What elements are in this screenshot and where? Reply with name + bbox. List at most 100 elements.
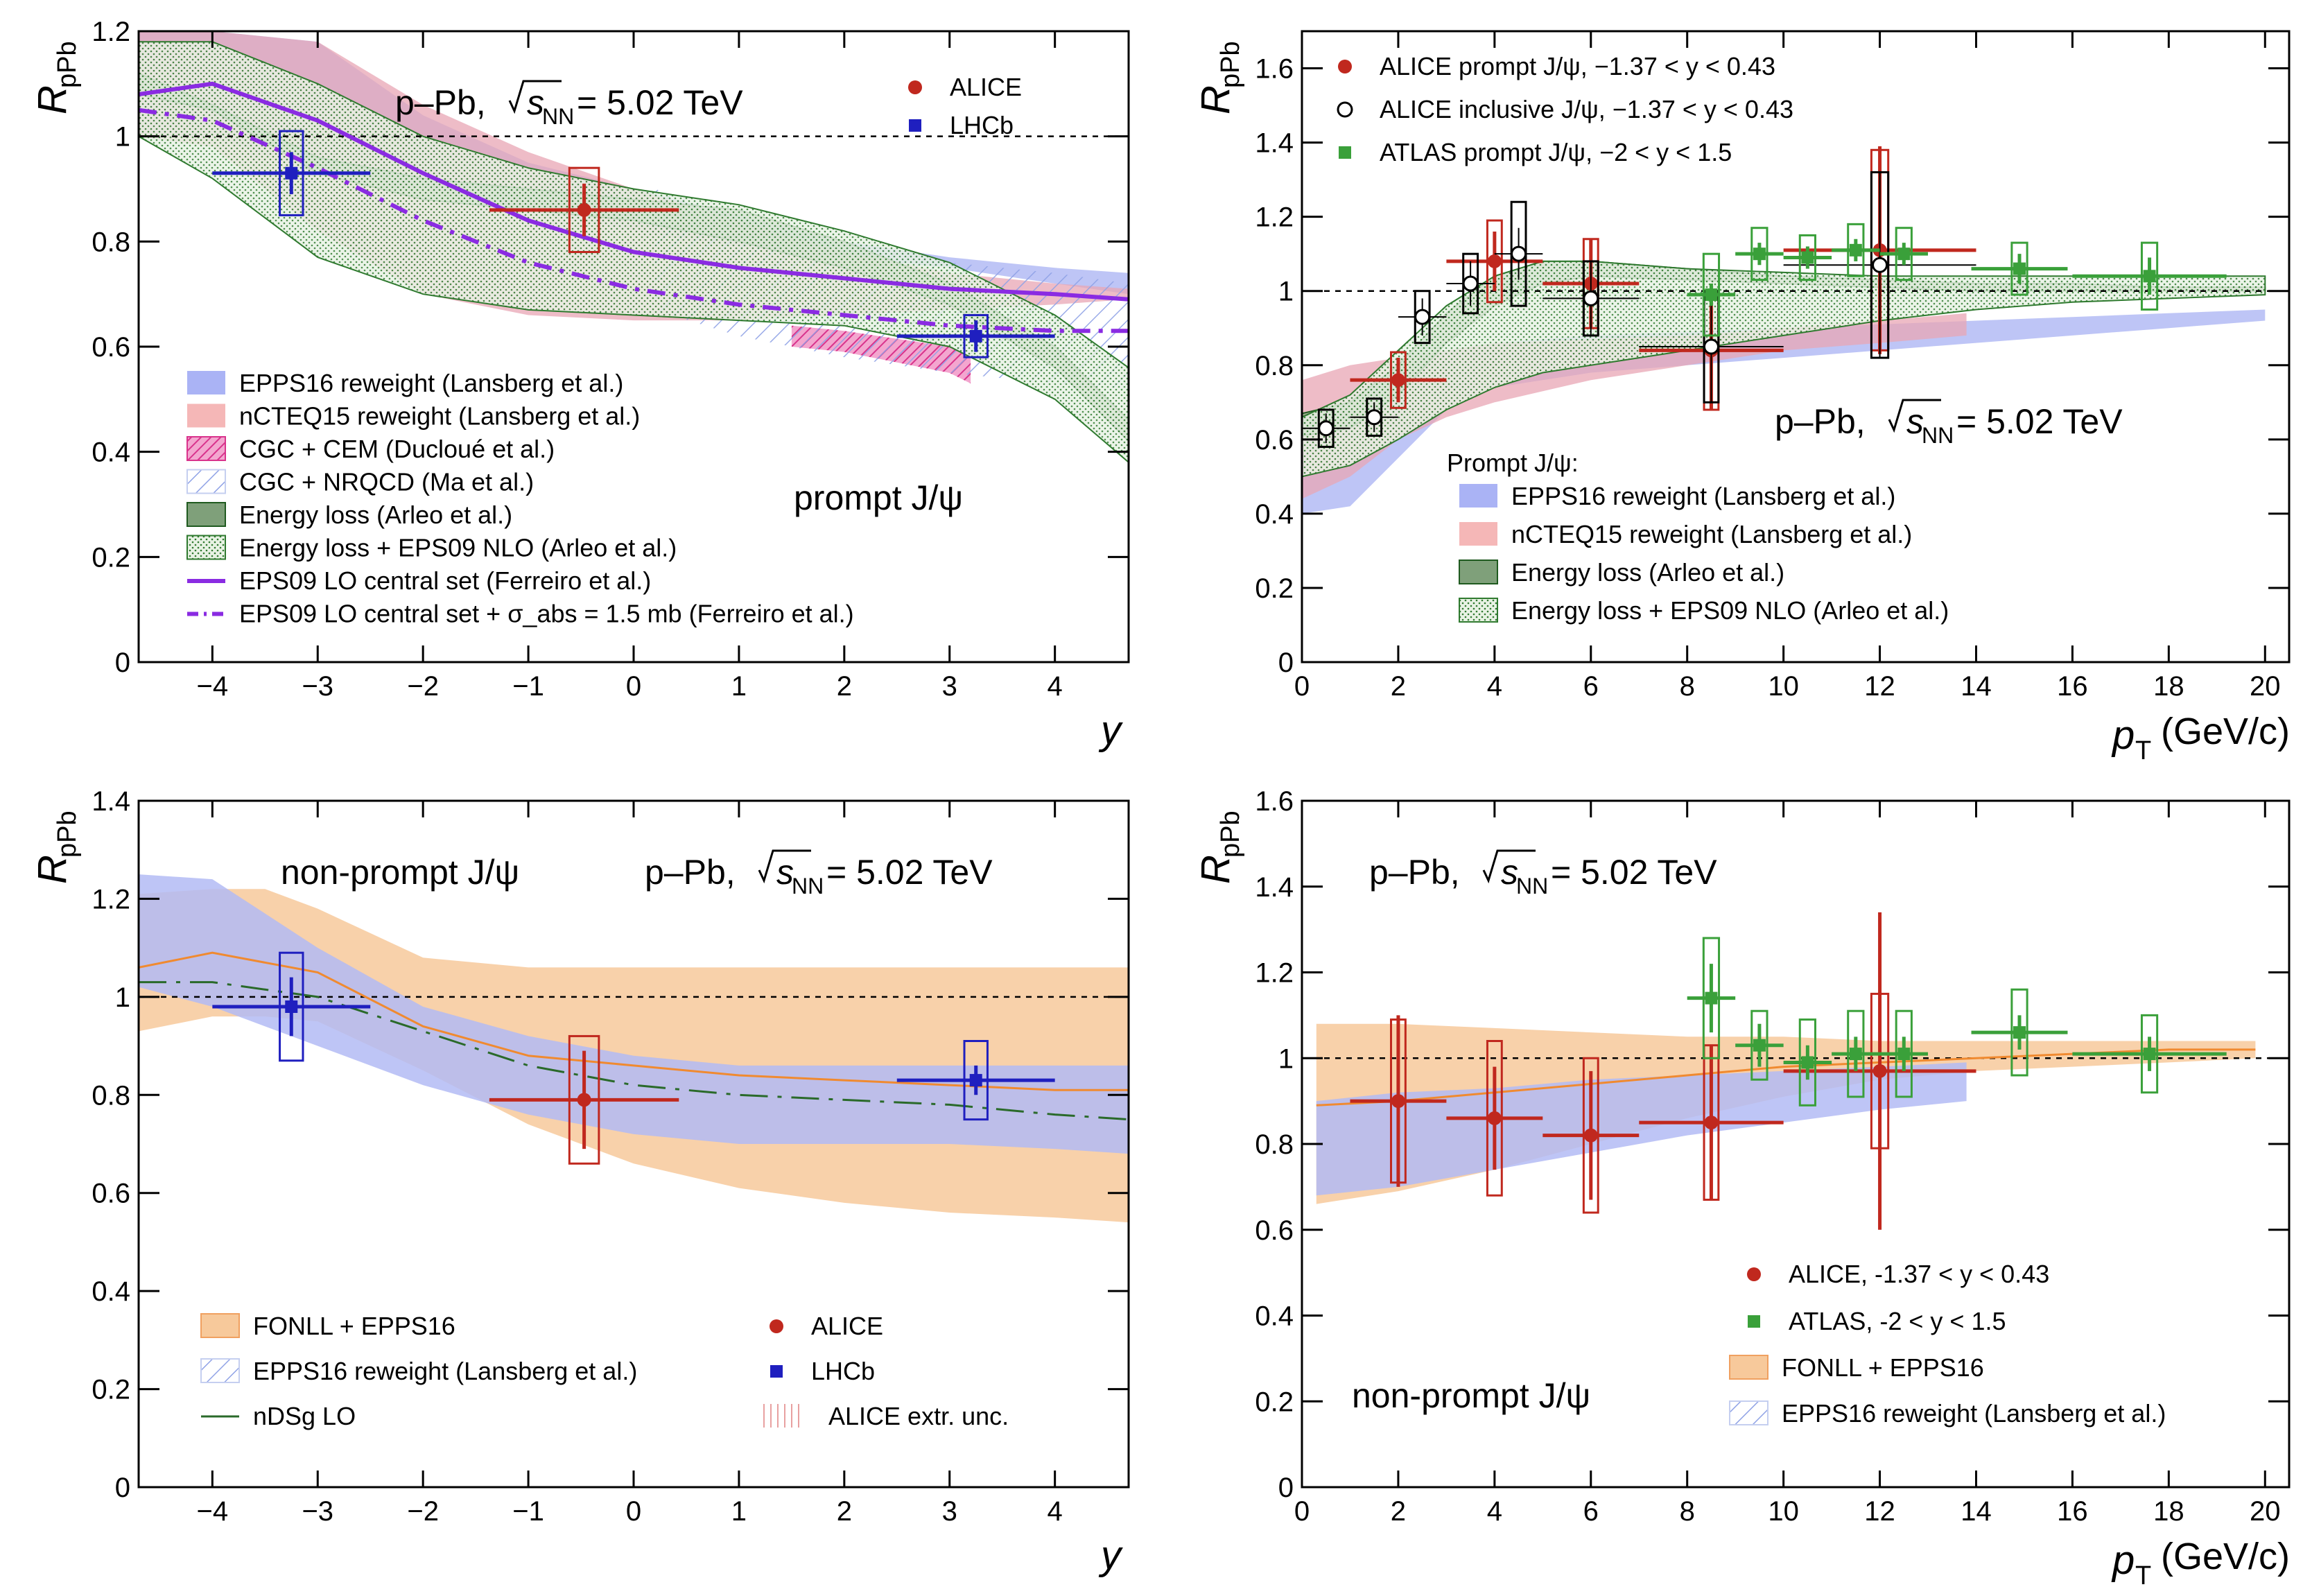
legend-swatch (763, 1404, 801, 1428)
data-point (577, 202, 591, 217)
x-tick-label: 8 (1680, 1496, 1695, 1527)
sqrt-symbol (508, 80, 562, 114)
x-tick-label: 10 (1768, 671, 1799, 702)
legend-marker (770, 1319, 783, 1333)
y-tick-label: 1 (1278, 277, 1294, 307)
data-point (969, 1074, 982, 1087)
legend-points: ALICE LHCb (770, 1312, 883, 1385)
x-tick-label: 20 (2250, 671, 2281, 702)
system-text: p–Pb, (1369, 853, 1460, 892)
legend-models: Prompt J/ψ: EPPS16 reweight (Lansberg et … (1447, 449, 1949, 625)
legend-point-label: LHCb (811, 1357, 875, 1385)
legend-model-label: EPPS16 reweight (Lansberg et al.) (1511, 482, 1895, 510)
curve-eps09-lo-central-set-ferreiro-et-al- (139, 81, 1129, 302)
legend-swatch (186, 535, 226, 560)
y-axis-title-main: R (30, 85, 75, 114)
x-tick-label: 10 (1768, 1496, 1799, 1527)
data-point (1897, 1048, 1911, 1061)
data-point (1462, 275, 1479, 292)
legend-marker (1337, 101, 1353, 118)
y-tick-label: 0 (1278, 648, 1294, 678)
legend-marker (770, 1365, 783, 1378)
data-point (2013, 1026, 2026, 1039)
sqrt-symbol (1888, 399, 1941, 433)
plot-area (139, 31, 1129, 464)
x-tick-label: 6 (1583, 1496, 1599, 1527)
x-tick-label: 4 (1048, 1496, 1063, 1527)
plot-area (1302, 146, 2289, 514)
legend-swatch (1459, 522, 1497, 546)
legend-points: ALICE LHCb (908, 73, 1022, 139)
y-axis: 0 0.2 0.4 0.6 0.8 1 1.2 1.4 1.6 (1255, 54, 2289, 678)
annotation-label: prompt J/ψ (794, 478, 963, 517)
legend-marker (1338, 60, 1352, 73)
data-point (285, 1000, 298, 1013)
x-tick-label: 8 (1680, 671, 1695, 702)
y-tick-label: 1.4 (1255, 872, 1294, 903)
data-point (1801, 251, 1814, 264)
y-tick-label: 1.2 (92, 17, 130, 47)
x-tick-label: −2 (407, 1496, 439, 1527)
data-point (969, 329, 982, 342)
legend-point-label: ATLAS, -2 < y < 1.5 (1789, 1307, 2006, 1335)
legend-model-label: ALICE extr. unc. (828, 1402, 1009, 1430)
x-tick-label: −2 (407, 671, 439, 702)
x-tick-label: 4 (1487, 671, 1502, 702)
legend-model-label: EPS09 LO central set + σ_abs = 1.5 mb (F… (239, 600, 854, 628)
legend-marker (908, 80, 922, 94)
x-axis-title: y (1098, 1533, 1123, 1578)
x-axis-title: p T (GeV/c) (2111, 711, 2290, 765)
legend-model-label: CGC + NRQCD (Ma et al.) (239, 468, 534, 496)
x-tick-label: −1 (512, 1496, 544, 1527)
y-tick-label: 0 (115, 1473, 130, 1503)
x-tick-label: 12 (1864, 1496, 1895, 1527)
y-tick-label: 0.6 (92, 1179, 130, 1209)
data-point (1753, 1039, 1766, 1052)
collision-system-label: p–Pb, sNN = 5.02 TeV (395, 80, 743, 129)
legend-point-label: LHCb (950, 111, 1014, 139)
y-tick-label: 0 (115, 648, 130, 678)
y-tick-label: 1.2 (92, 884, 130, 914)
x-tick-label: −3 (302, 671, 333, 702)
data-point (1705, 288, 1718, 302)
x-axis: −4 −3 −2 −1 0 1 2 3 4 (197, 31, 1063, 702)
sqrt-symbol (758, 849, 811, 884)
legend-models: EPPS16 reweight (Lansberg et al.) nCTEQ15… (186, 369, 854, 628)
data-point (285, 166, 298, 180)
legend-point-label: ALICE, -1.37 < y < 0.43 (1789, 1260, 2049, 1288)
x-axis: 0 2 4 6 8 10 12 14 16 18 20 (1294, 31, 2281, 702)
data-point (1318, 420, 1335, 437)
sqrt-s-text: s (776, 853, 794, 892)
series-lhcb (212, 951, 1055, 1121)
legend-point-label: ALICE (811, 1312, 883, 1340)
legend-model-label: Energy loss (Arleo et al.) (239, 501, 512, 529)
system-text: p–Pb, (395, 83, 486, 122)
legend-model-label: nDSg LO (253, 1402, 356, 1430)
x-tick-label: 14 (1961, 1496, 1992, 1527)
plot-area (139, 874, 1129, 1223)
x-tick-label: 1 (731, 1496, 747, 1527)
x-tick-label: 0 (1294, 1496, 1310, 1527)
sqrt-s-sub: NN (792, 874, 824, 899)
plot-area (1302, 912, 2289, 1230)
y-tick-label: 0 (1278, 1473, 1294, 1503)
data-point (1366, 409, 1382, 426)
collision-system-label: p–Pb, sNN = 5.02 TeV (645, 849, 993, 899)
curve-eps09-lo-central-set-abs-1-5-mb-ferreiro-et-al- (139, 107, 1129, 333)
y-tick-label: 0.6 (1255, 1215, 1294, 1246)
x-tick-label: 0 (626, 671, 641, 702)
data-point (1511, 245, 1527, 262)
data-point (1849, 1048, 1862, 1061)
legend-models: FONLL + EPPS16 EPPS16 reweight (Lansberg … (1729, 1353, 2166, 1428)
series-atlas-prompt (1687, 223, 2227, 337)
x-axis-title-main: p (2111, 1538, 2135, 1583)
legend-model-label: EPS09 LO central set (Ferreiro et al.) (239, 566, 651, 595)
x-tick-label: −3 (302, 1496, 333, 1527)
data-point (1487, 1111, 1502, 1125)
x-tick-label: 1 (731, 671, 747, 702)
legend-model-label: Energy loss + EPS09 NLO (Arleo et al.) (239, 534, 677, 562)
y-axis-title-sub: pPb (1216, 810, 1245, 858)
